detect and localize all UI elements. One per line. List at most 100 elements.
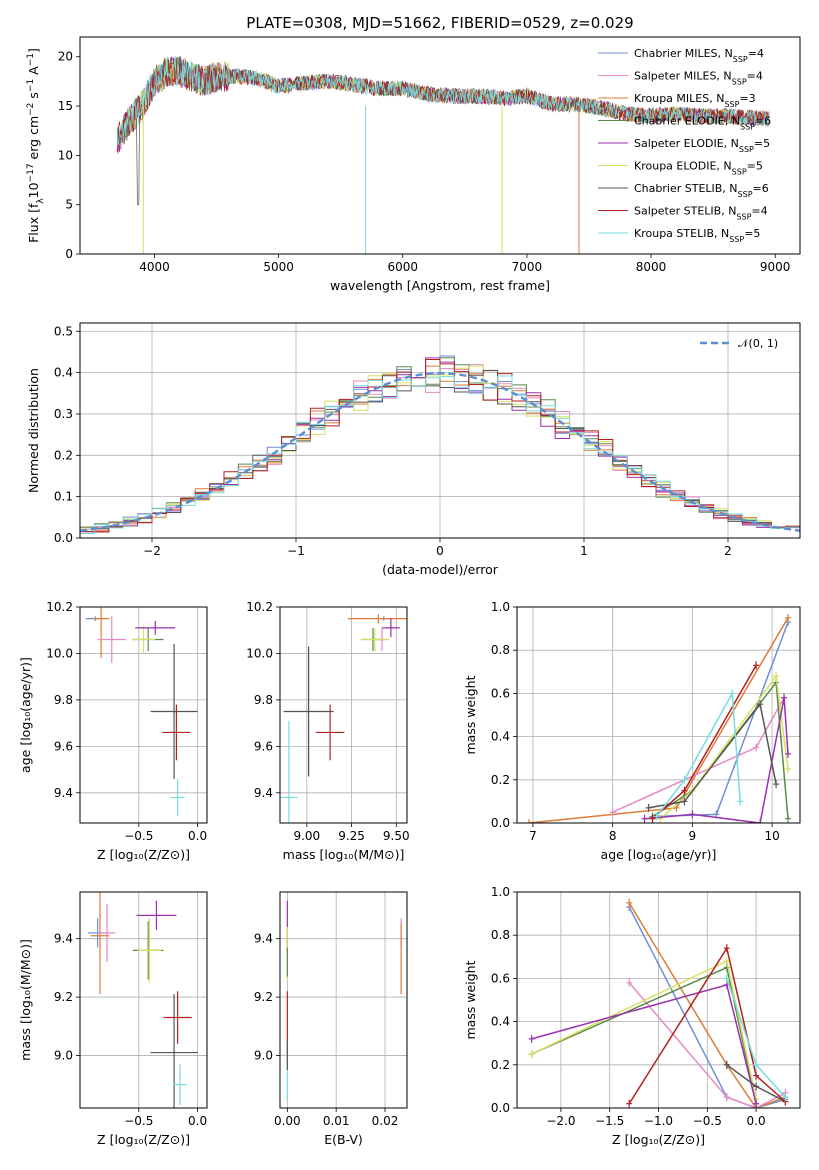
x-tick-label: 9.25 (338, 829, 365, 843)
y-tick-label: 9.4 (54, 932, 73, 946)
legend-label: Chabrier MILES, NSSP=4 (634, 47, 764, 64)
x-tick-label: 6000 (387, 260, 418, 274)
y-tick-label: 0.0 (491, 1101, 510, 1115)
series-line (652, 680, 789, 819)
plot-area (280, 613, 407, 823)
plot-area (88, 892, 198, 1108)
plot-area (80, 355, 800, 535)
series-line (655, 690, 741, 817)
x-tick-label: 5000 (263, 260, 294, 274)
y-tick-label: 0.5 (54, 324, 73, 338)
y-tick-label: 10.0 (246, 646, 273, 660)
x-tick-label: 0.0 (188, 829, 207, 843)
x-tick-label: 2 (724, 544, 732, 558)
y-tick-label: 0.2 (491, 1058, 510, 1072)
axes-frame (79, 891, 208, 1109)
y-tick-label: 10.2 (246, 600, 273, 614)
panel-mass-vs-Z: −0.5 0.0 9.0 9.2 9.4 Z [log₁₀(Z/Z⊙)] mass [log… (18, 891, 208, 1147)
y-axis-label: age [log₁₀(age/yr)] (18, 657, 33, 773)
x-tick-label: 9 (689, 829, 697, 843)
y-tick-label: 10.0 (46, 646, 73, 660)
panel-spectrum: 4000 5000 6000 7000 8000 9000 0 5 10 15 20 waveleng… (26, 36, 801, 293)
x-axis-label: Z [log₁₀(Z/Z⊙)] (97, 847, 190, 862)
x-tick-label: 0.0 (747, 1114, 766, 1128)
x-tick-label: −0.5 (693, 1114, 722, 1128)
y-tick-label: 0.6 (491, 686, 510, 700)
y-axis-label: mass weight (463, 960, 478, 1039)
legend-label: Chabrier ELODIE, NSSP=6 (634, 115, 771, 132)
y-axis-label: mass weight (463, 675, 478, 754)
y-tick-label: 9.4 (254, 932, 273, 946)
y-tick-label: 9.8 (54, 693, 73, 707)
x-tick-label: 7 (529, 829, 537, 843)
y-tick-label: 9.4 (254, 786, 273, 800)
figure-title: PLATE=0308, MJD=51662, FIBERID=0529, z=0… (246, 14, 633, 32)
legend-label: Kroupa ELODIE, NSSP=5 (634, 160, 763, 177)
series-line (628, 982, 786, 1108)
axes-frame (79, 322, 801, 539)
panel-mass-weight-vs-age: 7 8 9 10 0.0 0.2 0.4 0.6 0.8 1.0 age [log₁₀(age/yr… (463, 600, 801, 862)
x-tick-label: 9000 (760, 260, 791, 274)
x-tick-label: 0.00 (274, 1114, 301, 1128)
plot-area (85, 607, 198, 817)
x-tick-label: 4000 (139, 260, 170, 274)
x-axis-label: (data-model)/error (382, 562, 499, 577)
y-tick-label: 9.4 (54, 786, 73, 800)
y-tick-label: 20 (58, 50, 73, 64)
x-tick-label: 0.02 (372, 1114, 399, 1128)
y-tick-label: 9.6 (254, 739, 273, 753)
y-tick-label: 0.3 (54, 407, 73, 421)
x-tick-label: −0.5 (124, 829, 153, 843)
legend-label: Kroupa MILES, NSSP=3 (634, 92, 756, 109)
x-axis-label: Z [log₁₀(Z/Z⊙)] (612, 1132, 705, 1147)
y-tick-label: 9.2 (254, 990, 273, 1004)
panel-age-vs-Z: −0.5 0.0 9.4 9.6 9.8 10.0 10.2 Z [log₁₀(Z/Z⊙)] a… (18, 600, 208, 862)
legend-label: Kroupa STELIB, NSSP=5 (634, 227, 760, 244)
legend-label: Salpeter ELODIE, NSSP=5 (634, 137, 770, 154)
panel-age-vs-mass: 9.00 9.25 9.50 9.4 9.6 9.8 10.0 10.2 mass [log₁₀… (246, 600, 410, 862)
y-tick-label: 0.4 (491, 1015, 510, 1029)
normal-curve (80, 371, 800, 532)
x-axis-label: Z [log₁₀(Z/Z⊙)] (97, 1132, 190, 1147)
x-axis-label: E(B-V) (324, 1132, 363, 1147)
spectrum-line (116, 55, 770, 146)
y-tick-label: 0.8 (491, 643, 510, 657)
panel-ebv: 0.00 0.01 0.02 9.0 9.2 9.4 E(B-V) (254, 891, 408, 1147)
x-tick-label: 0 (436, 544, 444, 558)
axes-frame (79, 36, 801, 255)
x-axis-label: age [log₁₀(age/yr)] (601, 847, 717, 862)
y-tick-label: 1.0 (491, 600, 510, 614)
y-tick-label: 10 (58, 148, 73, 162)
x-tick-label: 9.00 (293, 829, 320, 843)
x-tick-label: −1.5 (595, 1114, 624, 1128)
y-tick-label: 9.0 (254, 1048, 273, 1062)
x-tick-label: 0.0 (188, 1114, 207, 1128)
series-line (531, 983, 757, 1104)
y-axis-label: Normed distribution (26, 368, 41, 493)
legend-label: Salpeter MILES, NSSP=4 (634, 70, 763, 87)
y-tick-label: 0.2 (491, 773, 510, 787)
axes-frame (516, 606, 801, 824)
y-tick-label: 0.1 (54, 490, 73, 504)
x-tick-label: 9.50 (383, 829, 410, 843)
legend-label: Salpeter STELIB, NSSP=4 (634, 205, 768, 222)
x-tick-label: 8 (609, 829, 617, 843)
x-tick-label: 8000 (636, 260, 667, 274)
series-line (628, 946, 786, 1105)
y-tick-label: 0.0 (491, 816, 510, 830)
x-tick-label: 0.01 (323, 1114, 350, 1128)
series-line (644, 697, 789, 823)
y-axis-label: Flux [fλ10−17 erg cm−2 s−1 A−1] (26, 48, 46, 243)
x-tick-label: 10 (764, 829, 779, 843)
legend-label: Chabrier STELIB, NSSP=6 (634, 182, 769, 199)
x-tick-label: 7000 (512, 260, 543, 274)
series-line (531, 966, 757, 1104)
axes-frame (516, 891, 801, 1109)
y-tick-label: 9.0 (54, 1048, 73, 1062)
plot-area (116, 55, 770, 254)
y-tick-label: 0.8 (491, 928, 510, 942)
x-axis-label: wavelength [Angstrom, rest frame] (330, 278, 550, 293)
y-tick-label: 1.0 (491, 885, 510, 899)
y-tick-label: 0.6 (491, 971, 510, 985)
